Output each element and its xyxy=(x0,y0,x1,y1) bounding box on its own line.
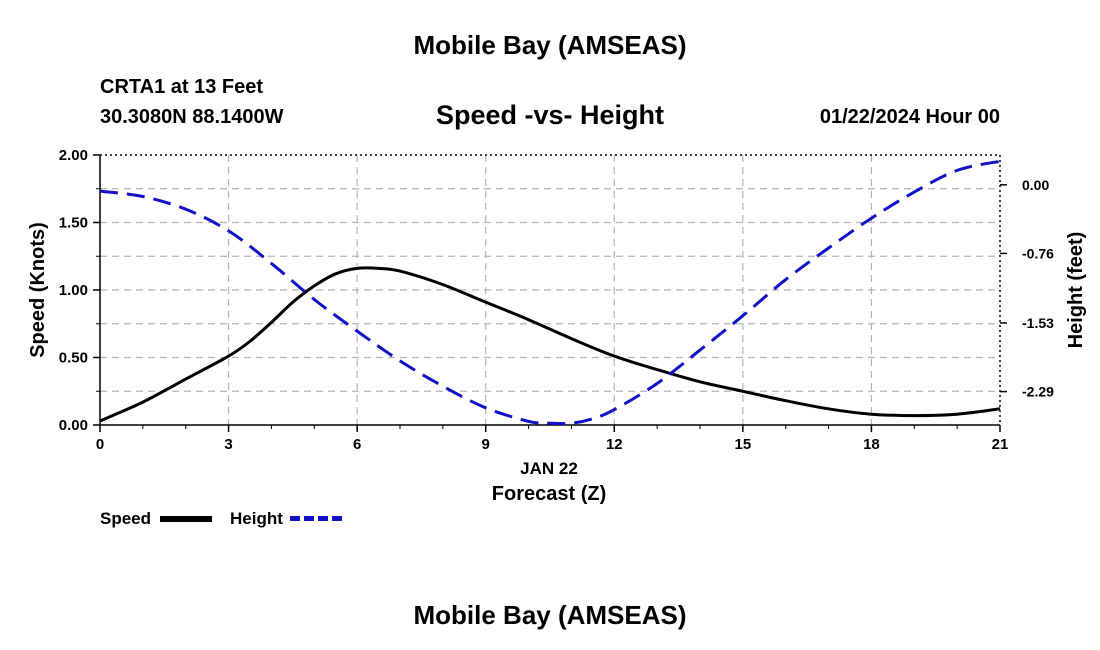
bottom-title: Mobile Bay (AMSEAS) xyxy=(413,600,687,630)
axes: 0 3 6 9 12 15 18 21 0.00 0.50 1.00 1.50 2.00 0.00 -0.7… xyxy=(59,147,1054,453)
coordinates-label: 30.3080N 88.1400W xyxy=(100,106,284,128)
x-tick-label: 12 xyxy=(606,436,623,453)
date-label: 01/22/2024 Hour 00 xyxy=(819,106,1000,128)
legend-height-line xyxy=(290,516,342,521)
chart-title: Speed -vs- Height xyxy=(435,100,665,130)
y-tick-label: 1.50 xyxy=(59,215,88,232)
series-speed-line xyxy=(99,266,1001,423)
legend-height-label: Height xyxy=(230,509,283,528)
x-tick-label: 18 xyxy=(863,436,880,453)
series-height-line xyxy=(99,159,1001,426)
y2-tick-label: -0.76 xyxy=(1022,245,1054,261)
legend-speed-line xyxy=(160,516,212,522)
x-axis-sublabel: JAN 22 xyxy=(520,459,578,478)
x-tick-label: 3 xyxy=(224,436,232,453)
y-tick-label: 2.00 xyxy=(59,147,88,164)
x-axis-label: Forecast (Z) xyxy=(492,483,606,505)
y-axis-label: Speed (Knots) xyxy=(27,222,49,358)
y-tick-label: 0.00 xyxy=(59,417,88,434)
y2-tick-label: 0.00 xyxy=(1022,177,1049,193)
y2-tick-label: -2.29 xyxy=(1022,384,1054,400)
series xyxy=(99,159,1001,426)
x-tick-label: 0 xyxy=(96,436,104,453)
y2-tick-label: -1.53 xyxy=(1022,315,1054,331)
y-tick-label: 1.00 xyxy=(59,282,88,299)
grid xyxy=(100,155,1000,425)
x-tick-label: 6 xyxy=(353,436,361,453)
station-label: CRTA1 at 13 Feet xyxy=(100,76,264,98)
y2-axis-label: Height (feet) xyxy=(1065,232,1087,349)
x-tick-label: 9 xyxy=(482,436,490,453)
main-title: Mobile Bay (AMSEAS) xyxy=(413,30,687,60)
x-tick-label: 15 xyxy=(735,436,752,453)
legend-speed-label: Speed xyxy=(100,509,152,528)
x-tick-label: 21 xyxy=(992,436,1009,453)
y-tick-label: 0.50 xyxy=(59,350,88,367)
